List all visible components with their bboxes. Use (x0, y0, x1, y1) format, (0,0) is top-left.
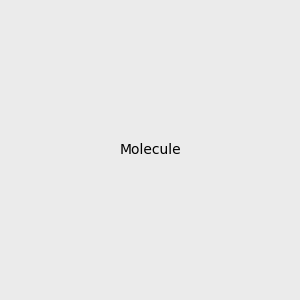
Text: Molecule: Molecule (119, 143, 181, 157)
